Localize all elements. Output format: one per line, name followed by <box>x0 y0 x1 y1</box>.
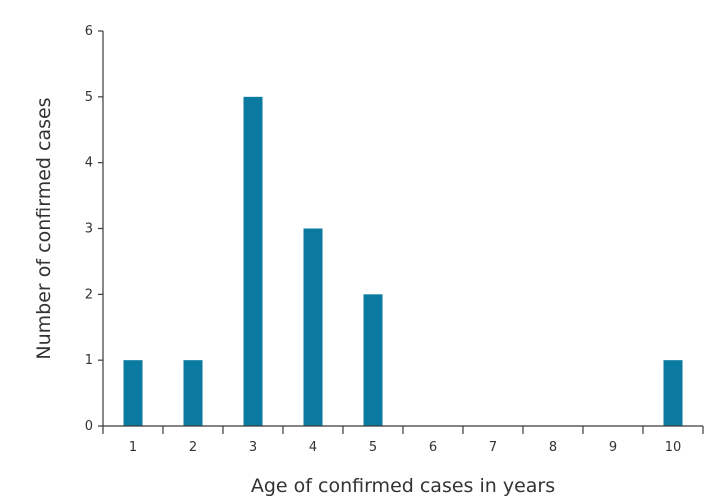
x-tick-label: 7 <box>489 440 497 455</box>
bar-age-10 <box>663 360 683 426</box>
bar-age-4 <box>303 228 323 426</box>
y-tick-label: 4 <box>85 156 93 171</box>
y-tick-label: 0 <box>85 419 93 434</box>
y-ticks-group: 0 1 2 3 4 5 6 <box>85 24 103 434</box>
x-tick-label: 10 <box>665 440 682 455</box>
y-tick-label: 1 <box>85 353 93 368</box>
x-tick-label: 2 <box>189 440 197 455</box>
bar-age-3 <box>243 96 263 426</box>
x-tick-label: 9 <box>609 440 617 455</box>
bar-age-2 <box>183 360 203 426</box>
x-tick-label: 3 <box>249 440 257 455</box>
bars-group <box>123 96 683 426</box>
x-tick-label: 5 <box>369 440 377 455</box>
x-tick-label: 8 <box>549 440 557 455</box>
x-ticks-group: 1 2 3 4 5 6 7 8 9 10 <box>102 426 704 455</box>
x-tick-label: 6 <box>429 440 437 455</box>
x-axis-title: Age of confirmed cases in years <box>251 475 555 497</box>
y-tick-label: 3 <box>85 222 93 237</box>
bar-age-5 <box>363 294 383 426</box>
x-tick-label: 4 <box>309 440 317 455</box>
y-tick-label: 6 <box>85 24 93 39</box>
x-tick-label: 1 <box>129 440 137 455</box>
bar-age-1 <box>123 360 143 426</box>
y-tick-label: 2 <box>85 287 93 302</box>
y-tick-label: 5 <box>85 90 93 105</box>
y-axis-title: Number of confirmed cases <box>33 97 55 359</box>
